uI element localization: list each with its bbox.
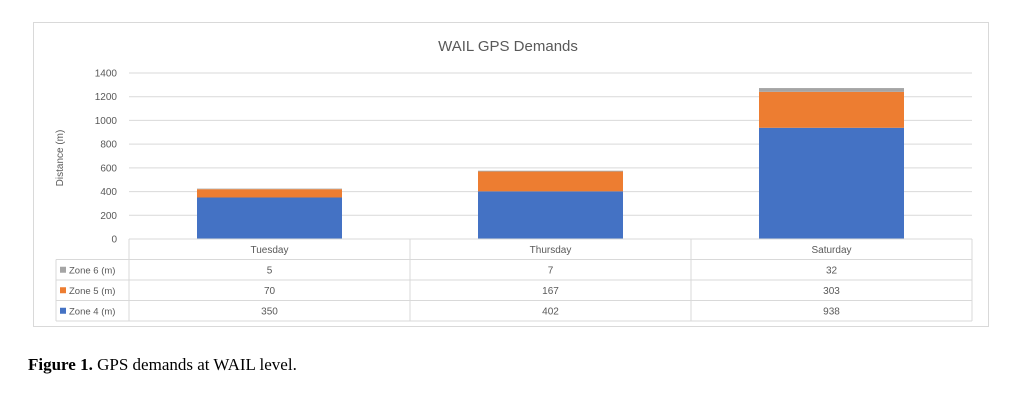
bar-segment — [478, 171, 623, 192]
legend-key — [60, 266, 66, 273]
data-table: Tuesday Thursday Saturday Zone 6 (m) 5 7 32 Zon… — [55, 238, 973, 322]
bar-segment — [197, 188, 342, 190]
chart-title: WAIL GPS Demands — [438, 38, 578, 55]
figure-label: Figure 1. — [28, 355, 93, 374]
legend-entry: Zone 4 (m) — [69, 306, 115, 317]
bar-segment — [478, 191, 623, 239]
bar-segment — [478, 170, 623, 172]
y-tick-label: 1200 — [95, 92, 118, 103]
x-tick-label: Saturday — [811, 245, 851, 256]
y-axis-label: Distance (m) — [55, 130, 66, 187]
y-tick-label: 200 — [100, 211, 117, 222]
legend-key — [60, 307, 66, 314]
data-label: 70 — [264, 286, 276, 297]
y-tick-label: 400 — [100, 187, 117, 198]
y-tick-labels: 0 200 400 600 800 1000 1200 1400 — [95, 69, 118, 246]
y-tick-label: 800 — [100, 140, 117, 151]
legend-entry: Zone 6 (m) — [69, 265, 115, 276]
bar-segment — [759, 91, 904, 128]
y-tick-label: 1400 — [95, 69, 118, 80]
data-label: 5 — [267, 265, 273, 276]
bars — [197, 88, 904, 239]
y-tick-label: 600 — [100, 163, 117, 174]
data-label: 32 — [826, 265, 838, 276]
data-label: 402 — [542, 306, 559, 317]
stacked-bar-chart: WAIL GPS Demands Distance (m) 0 200 400 600… — [55, 38, 973, 322]
bar-segment — [759, 88, 904, 92]
y-tick-label: 1000 — [95, 116, 118, 127]
bar-segment — [197, 197, 342, 239]
data-label: 938 — [823, 306, 840, 317]
y-tick-label: 0 — [111, 235, 117, 246]
data-label: 7 — [548, 265, 554, 276]
figure-caption-text: GPS demands at WAIL level. — [92, 355, 297, 374]
legend-key — [60, 287, 66, 294]
x-tick-label: Tuesday — [251, 245, 289, 256]
figure-caption: Figure 1. GPS demands at WAIL level. — [28, 355, 297, 375]
x-tick-label: Thursday — [530, 245, 572, 256]
bar-segment — [759, 127, 904, 239]
legend-entry: Zone 5 (m) — [69, 286, 115, 297]
bar-segment — [197, 189, 342, 198]
data-label: 303 — [823, 286, 840, 297]
data-label: 167 — [542, 286, 559, 297]
data-label: 350 — [261, 306, 278, 317]
